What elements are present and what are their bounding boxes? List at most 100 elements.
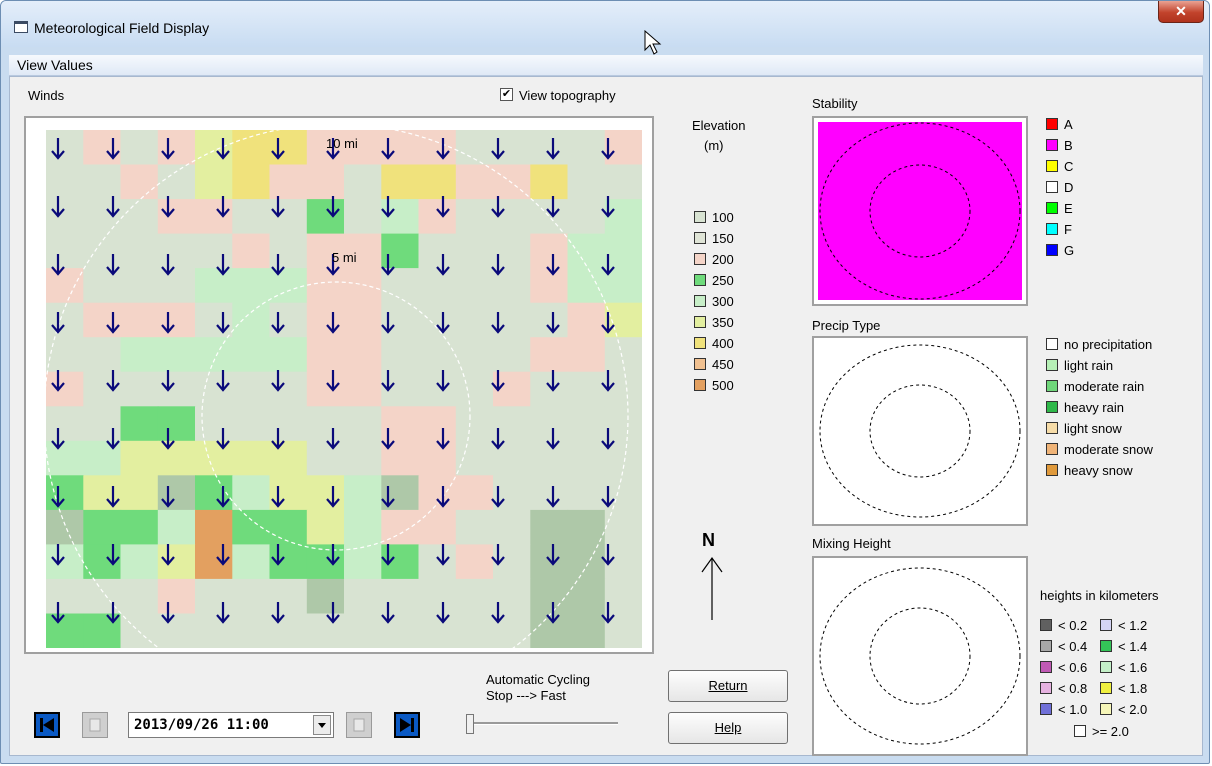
- elevation-cell: [306, 164, 345, 200]
- elevation-cell: [269, 406, 308, 442]
- elevation-cell: [269, 233, 308, 269]
- wind-arrow-icon: [436, 312, 450, 334]
- elevation-cell: [530, 337, 569, 373]
- elevation-legend-item: 100: [694, 210, 734, 226]
- wind-arrow-icon: [436, 254, 450, 276]
- previous-frame-button[interactable]: [82, 712, 108, 738]
- mixing-legend-swatch: [1100, 619, 1112, 631]
- wind-arrow-icon: [381, 544, 395, 566]
- view-topography-label: View topography: [519, 88, 616, 103]
- elevation-cell: [195, 544, 233, 580]
- elevation-cell: [418, 268, 457, 304]
- mouse-cursor-icon: [644, 30, 662, 55]
- wind-arrow-icon: [106, 138, 120, 160]
- elevation-legend-item: 400: [694, 336, 734, 352]
- cycling-speed-slider[interactable]: [466, 714, 474, 734]
- mixing-legend-item: < 0.6: [1040, 660, 1087, 676]
- wind-arrow-icon: [161, 428, 175, 450]
- title-bar[interactable]: Meteorological Field Display ✕: [1, 1, 1209, 47]
- datetime-select[interactable]: 2013/09/26 11:00: [128, 712, 334, 738]
- elevation-cell: [418, 164, 457, 200]
- elevation-cell: [604, 268, 642, 304]
- stability-legend-swatch: [1046, 223, 1058, 235]
- help-button[interactable]: Help: [668, 712, 788, 744]
- elevation-cell: [232, 475, 271, 511]
- elevation-cell: [604, 199, 642, 235]
- elevation-cell: [46, 509, 84, 545]
- elevation-cell: [46, 578, 84, 614]
- elevation-cell: [530, 233, 569, 269]
- elevation-cell: [232, 233, 271, 269]
- elevation-cell: [120, 440, 159, 476]
- wind-arrow-icon: [51, 138, 65, 160]
- elevation-cell: [604, 302, 642, 338]
- cycling-speed-track[interactable]: [466, 722, 618, 725]
- wind-arrow-icon: [381, 602, 395, 624]
- wind-arrow-icon: [271, 196, 285, 218]
- elevation-cell: [83, 371, 122, 407]
- elevation-cell: [604, 164, 642, 200]
- elevation-legend-label: 350: [712, 315, 734, 330]
- elevation-cell: [157, 233, 196, 269]
- return-button-label: Return: [708, 678, 748, 693]
- elevation-cell: [306, 199, 345, 235]
- elevation-cell: [195, 302, 233, 338]
- stability-legend-item: A: [1046, 117, 1073, 133]
- wind-arrow-icon: [436, 602, 450, 624]
- stability-legend-label: E: [1064, 201, 1073, 216]
- stability-title: Stability: [812, 96, 858, 111]
- elevation-legend-swatch: [694, 211, 706, 223]
- wind-arrow-icon: [271, 486, 285, 508]
- elevation-cell: [195, 130, 233, 166]
- elevation-cell: [567, 613, 606, 648]
- wind-arrow-icon: [601, 196, 615, 218]
- elevation-cell: [83, 302, 122, 338]
- wind-arrow-icon: [381, 312, 395, 334]
- wind-arrow-icon: [326, 196, 340, 218]
- wind-arrow-icon: [51, 312, 65, 334]
- next-frame-button[interactable]: [346, 712, 372, 738]
- datetime-dropdown-button[interactable]: [313, 715, 331, 735]
- precip-legend-swatch: [1046, 443, 1058, 455]
- elevation-cell: [567, 371, 606, 407]
- first-frame-button[interactable]: [34, 712, 60, 738]
- elevation-cell: [344, 440, 382, 476]
- last-frame-button[interactable]: [394, 712, 420, 738]
- window-title: Meteorological Field Display: [34, 20, 210, 36]
- elevation-cell: [46, 613, 84, 648]
- wind-arrow-icon: [381, 138, 395, 160]
- elevation-cell: [157, 578, 196, 614]
- precip-legend-label: light snow: [1064, 421, 1122, 436]
- elevation-cell: [269, 337, 308, 373]
- wind-arrow-icon: [491, 602, 505, 624]
- wind-arrow-icon: [546, 428, 560, 450]
- return-button[interactable]: Return: [668, 670, 788, 702]
- elevation-legend-swatch: [694, 274, 706, 286]
- elevation-cell: [232, 371, 271, 407]
- menu-item-view-values[interactable]: View Values: [17, 57, 93, 73]
- elevation-legend-label: 200: [712, 252, 734, 267]
- wind-arrow-icon: [106, 486, 120, 508]
- mixing-legend-label: < 1.6: [1118, 660, 1148, 675]
- close-button[interactable]: ✕: [1158, 1, 1204, 23]
- elevation-cell: [530, 406, 569, 442]
- elevation-cell: [157, 613, 196, 648]
- precip-legend-item: moderate snow: [1046, 442, 1153, 458]
- elevation-cell: [269, 302, 308, 338]
- elevation-cell: [120, 578, 159, 614]
- elevation-cell: [269, 578, 308, 614]
- wind-arrow-icon: [216, 370, 230, 392]
- stability-legend-item: D: [1046, 180, 1073, 196]
- cycling-speed-label: Stop ---> Fast: [486, 688, 566, 703]
- elevation-cell: [493, 130, 531, 166]
- mixing-legend-label: < 1.2: [1118, 618, 1148, 633]
- elevation-cell: [269, 130, 308, 166]
- datetime-value: 2013/09/26 11:00: [134, 717, 269, 733]
- wind-arrow-icon: [161, 254, 175, 276]
- wind-arrow-icon: [216, 138, 230, 160]
- precip-panel: [812, 336, 1028, 526]
- elevation-cell: [530, 509, 569, 545]
- elevation-legend-label: 250: [712, 273, 734, 288]
- wind-arrow-icon: [271, 370, 285, 392]
- view-topography-checkbox[interactable]: ✔: [500, 88, 513, 101]
